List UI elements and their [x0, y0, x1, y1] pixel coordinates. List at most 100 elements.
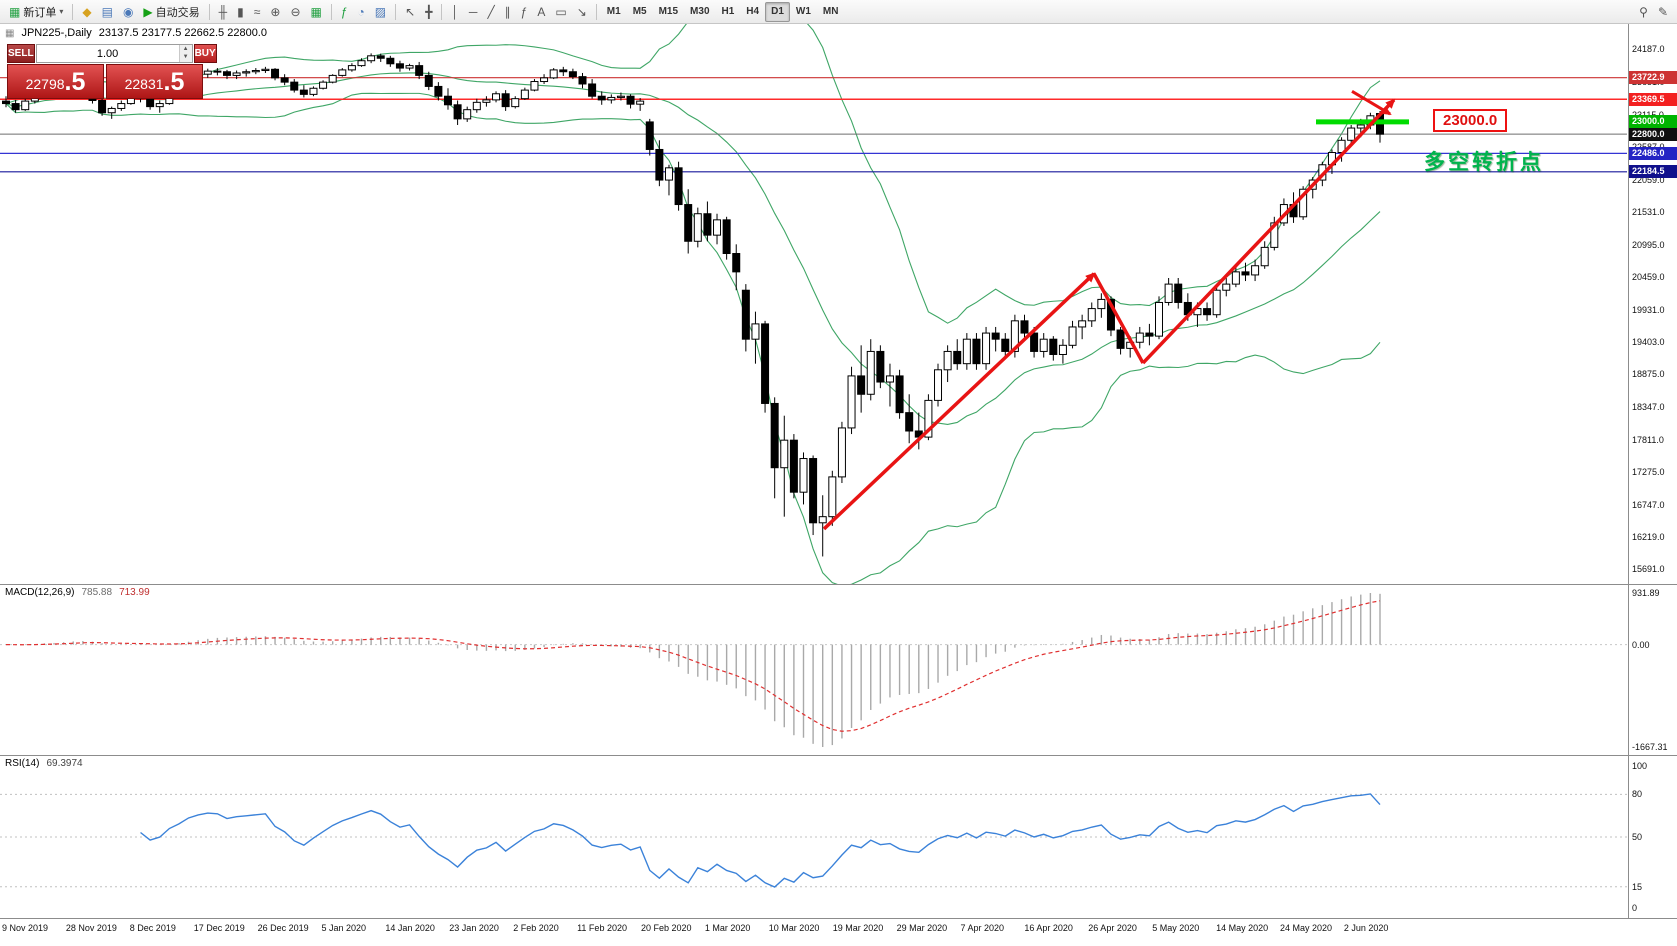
chart-window-icon: ▦	[5, 27, 15, 39]
trend-arrows[interactable]	[822, 90, 1396, 531]
price-tag: 22184.5	[1629, 165, 1677, 179]
date-tick: 24 May 2020	[1280, 923, 1333, 933]
auto-trading-icon: ▶	[143, 4, 153, 19]
cursor-icon: ↖	[405, 4, 416, 19]
toolbar-zoom-in[interactable]: ⊕	[265, 2, 285, 22]
toolbar-horizontal-line[interactable]: ─	[464, 2, 483, 22]
volume-stepper: ▲ ▼	[35, 44, 193, 63]
price-tag: 22486.0	[1629, 146, 1677, 160]
price-axis[interactable]: 24187.023651.023115.022587.022059.021531…	[1628, 24, 1677, 584]
rsi-tick: 50	[1632, 832, 1643, 842]
date-axis[interactable]: 9 Nov 2019 28 Nov 2019 8 Dec 2019 17 Dec 20…	[0, 918, 1677, 946]
toolbar-templates[interactable]: ▨	[370, 2, 391, 22]
timeframe-m30[interactable]: M30	[684, 2, 715, 22]
toolbar-crosshair[interactable]: ╋	[420, 2, 437, 22]
toolbar-periods[interactable]: ◔	[353, 2, 370, 22]
toolbar-line-chart[interactable]: ≈	[249, 2, 266, 22]
toolbar-separator	[208, 3, 210, 20]
timeframe-w1[interactable]: W1	[790, 2, 817, 22]
toolbar-channel[interactable]: ∥	[500, 2, 516, 22]
date-tick: 2 Jun 2020	[1343, 923, 1389, 933]
volume-down-button[interactable]: ▼	[179, 53, 192, 62]
charts-icon: ◆	[82, 4, 92, 19]
tile-windows-icon: ▦	[310, 4, 322, 19]
main-chart-panel: 24187.023651.023115.022587.022059.021531…	[0, 24, 1677, 584]
volume-input[interactable]	[36, 45, 179, 62]
price-tick: 18347.0	[1632, 401, 1665, 412]
toolbar-separator	[330, 3, 332, 20]
date-tick: 5 May 2020	[1152, 923, 1200, 933]
trendline-icon: ╱	[487, 4, 495, 19]
annotation-text[interactable]: 多空转折点	[1424, 150, 1544, 174]
macd-main-value: 785.88	[81, 587, 113, 598]
toolbar-arrows-tool[interactable]: ↘	[572, 2, 592, 22]
timeframe-m1[interactable]: M1	[601, 2, 627, 22]
toolbar-charts[interactable]: ◆	[77, 2, 96, 22]
toolbar-candle-chart[interactable]: ▮	[232, 2, 249, 22]
sell-button[interactable]: SELL	[7, 44, 35, 63]
zoom-out-icon: ⊖	[290, 4, 301, 19]
toolbar-tile-windows[interactable]: ▦	[306, 2, 327, 22]
buy-price-button[interactable]: 22831.5	[106, 64, 203, 99]
buy-button[interactable]: BUY	[193, 44, 217, 63]
toolbar-profiles[interactable]: ▤	[97, 2, 118, 22]
date-tick: 17 Dec 2019	[193, 923, 245, 933]
date-tick: 9 Nov 2019	[2, 923, 49, 933]
date-tick: 11 Feb 2020	[577, 923, 627, 933]
toolbar-bar-chart[interactable]: ╫	[214, 2, 233, 22]
toolbar-vertical-line[interactable]: │	[446, 2, 464, 22]
chart-area: 24187.023651.023115.022587.022059.021531…	[0, 24, 1677, 946]
date-tick: 2 Feb 2020	[513, 923, 559, 933]
price-tick: 20459.0	[1632, 272, 1665, 283]
toolbar-label-tool[interactable]: ▭	[550, 2, 571, 22]
macd-axis[interactable]: 931.89 0.00 -1667.31	[1628, 585, 1677, 755]
chart-symbol-label: ▦ JPN225-,Daily 23137.5 23177.5 22662.5 …	[5, 27, 267, 39]
date-tick: 8 Dec 2019	[129, 923, 176, 933]
price-callout[interactable]: 23000.0	[1433, 108, 1508, 132]
toolbar-text-tool[interactable]: A	[532, 2, 550, 22]
rsi-label: RSI(14) 69.3974	[5, 758, 83, 769]
rsi-chart[interactable]	[0, 756, 1627, 918]
rsi-axis[interactable]: 100 80 50 15 0	[1628, 756, 1677, 918]
sell-price-frac: .5	[64, 68, 86, 96]
candlestick-chart[interactable]	[0, 24, 1627, 584]
price-tag: 23722.9	[1629, 71, 1677, 85]
toolbar-refresh[interactable]: ◉	[118, 2, 138, 22]
toolbar-trendline[interactable]: ╱	[482, 2, 499, 22]
toolbar-fibonacci[interactable]: ƒ	[516, 2, 533, 22]
toolbar-indicators[interactable]: ƒ	[336, 2, 353, 22]
panel-divider[interactable]	[0, 584, 1677, 585]
panel-divider[interactable]	[0, 755, 1677, 756]
macd-signal-value: 713.99	[119, 587, 150, 598]
zoom-in-icon: ⊕	[270, 4, 281, 19]
timeframe-mn[interactable]: MN	[817, 2, 845, 22]
toolbar-separator	[595, 3, 597, 20]
date-tick: 7 Apr 2020	[960, 923, 1005, 933]
timeframe-h1[interactable]: H1	[716, 2, 741, 22]
rsi-name: RSI(14)	[5, 758, 40, 769]
ohlc-readout: 23137.5 23177.5 22662.5 22800.0	[98, 27, 267, 39]
toolbar-compose[interactable]: ✎	[1653, 2, 1673, 22]
timeframe-m5[interactable]: M5	[627, 2, 653, 22]
toolbar-new-order[interactable]: ▦ 新订单 ▾	[4, 2, 68, 22]
toolbar-groups: ▦ 新订单 ▾ ◆ ▤ ◉ ▶ 自动交易 ╫ ▮ ≈ ⊕ ⊖ ▦ ƒ ◔ ▨ ↖ ╋ │ ─ ╱ ∥ ƒ A ▭ ↘	[4, 2, 601, 22]
sym: JPN225-,Daily	[21, 27, 92, 39]
auto-trading-label: 自动交易	[155, 6, 200, 19]
timeframe-h4[interactable]: H4	[740, 2, 765, 22]
macd-chart[interactable]	[0, 585, 1627, 755]
sell-price-button[interactable]: 22798.5	[7, 64, 104, 99]
sell-price: 22798	[25, 76, 65, 92]
toolbar-search[interactable]: ⚲	[1634, 2, 1653, 22]
price-tick: 17275.0	[1632, 467, 1665, 478]
timeframe-d1[interactable]: D1	[765, 1, 790, 22]
macd-tick: 931.89	[1632, 588, 1660, 598]
price-tick: 20995.0	[1632, 239, 1665, 250]
timeframe-m15[interactable]: M15	[653, 2, 684, 22]
rsi-value: 69.3974	[46, 758, 83, 769]
rsi-line	[140, 793, 1381, 888]
toolbar-cursor[interactable]: ↖	[400, 2, 420, 22]
toolbar-auto-trading[interactable]: ▶ 自动交易	[138, 2, 204, 22]
date-tick: 14 May 2020	[1216, 923, 1269, 933]
toolbar-zoom-out[interactable]: ⊖	[285, 2, 305, 22]
volume-up-button[interactable]: ▲	[179, 45, 192, 54]
